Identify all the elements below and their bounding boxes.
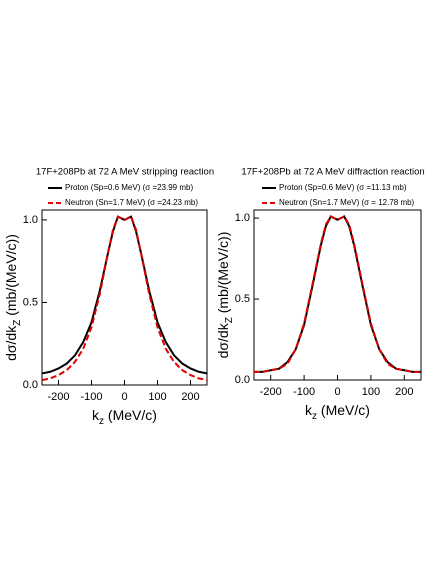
x-axis-label: kz (MeV/c): [92, 407, 157, 427]
y-tick-label: 0.0: [23, 379, 38, 391]
x-tick-label: 0: [334, 386, 340, 398]
chart-title: 17F+208Pb at 72 A MeV stripping reaction: [36, 167, 214, 178]
x-tick-label: 200: [395, 386, 413, 398]
data-line: [254, 215, 421, 373]
y-tick-label: 1.0: [235, 212, 250, 224]
x-tick-label: -200: [260, 386, 282, 398]
x-axis-label-part: (MeV/c): [317, 402, 370, 418]
y-axis-label-part: Z: [12, 320, 23, 326]
plot-frame: [253, 209, 422, 381]
x-tick-label: 100: [148, 391, 166, 403]
x-axis-label-part: k: [305, 402, 313, 418]
x-tick-label: -100: [80, 391, 102, 403]
plot-frame: [41, 209, 208, 386]
data-line: [41, 215, 208, 382]
x-tick-label: -200: [47, 391, 69, 403]
y-tick-label: 0.0: [235, 374, 250, 386]
chart-title: 17F+208Pb at 72 A MeV diffraction reacti…: [241, 167, 424, 178]
y-axis-label-part: (mb/(MeV/c)): [215, 232, 231, 318]
y-axis-label: dσ/dkZ (mb/(MeV/c)): [215, 232, 235, 359]
legend-label: Neutron (Sn=1.7 MeV) (σ = 12.78 mb): [279, 198, 415, 207]
y-tick-label: 0.5: [235, 293, 250, 305]
legend-label: Proton (Sp=0.6 MeV) (σ =11.13 mb): [279, 183, 407, 192]
legend-label: Proton (Sp=0.6 MeV) (σ =23.99 mb): [65, 183, 193, 192]
x-axis-label-part: (MeV/c): [104, 407, 157, 423]
y-axis-label-part: Z: [224, 317, 235, 323]
x-axis-label-part: k: [92, 407, 100, 423]
x-tick-label: 200: [181, 391, 199, 403]
x-axis-label-part: z: [312, 411, 317, 422]
data-line: [254, 215, 421, 373]
y-axis-label-part: dσ/dk: [215, 322, 231, 358]
legend-label: Neutron (Sn=1.7 MeV) (σ =24.23 mb): [65, 198, 198, 207]
x-tick-label: 100: [362, 386, 380, 398]
x-tick-label: 0: [121, 391, 127, 403]
y-axis-label-part: dσ/dk: [3, 325, 19, 361]
y-tick-label: 1.0: [23, 214, 38, 226]
y-axis-label: dσ/dkZ (mb/(MeV/c)): [3, 234, 23, 361]
data-line: [41, 215, 208, 375]
y-axis-label-part: (mb/(MeV/c)): [3, 234, 19, 320]
y-tick-label: 0.5: [23, 296, 38, 308]
x-axis-label-part: z: [99, 416, 104, 427]
x-axis-label: kz (MeV/c): [305, 402, 370, 422]
x-tick-label: -100: [293, 386, 315, 398]
